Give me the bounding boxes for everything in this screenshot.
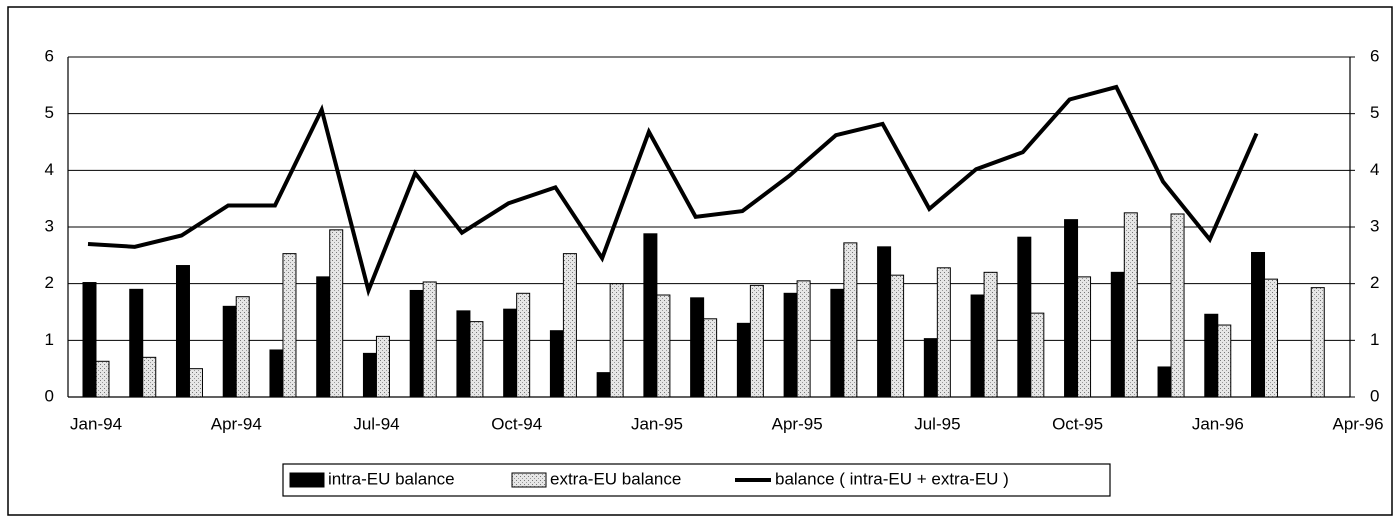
y-tick-label: 2: [45, 273, 54, 292]
bar: [1251, 252, 1266, 398]
bar: [222, 305, 237, 398]
y-tick-label: 6: [45, 46, 54, 65]
bar: [188, 368, 203, 398]
x-tick-label: Jul-94: [353, 414, 399, 433]
bar: [983, 271, 998, 398]
y2-tick-label: 6: [1370, 46, 1379, 65]
bar: [282, 253, 297, 398]
bar: [269, 349, 284, 398]
bar: [609, 283, 624, 398]
y2-tick-label: 1: [1370, 330, 1379, 349]
bar: [1110, 271, 1125, 398]
bar: [890, 274, 905, 398]
legend: [282, 463, 1111, 497]
x-tick-label: Jan-94: [70, 414, 122, 433]
bar: [1030, 312, 1045, 398]
y2-tick-label: 4: [1370, 160, 1379, 179]
x-tick-label: Jul-95: [914, 414, 960, 433]
legend-box: [282, 463, 1111, 497]
y2-tick-label: 0: [1370, 386, 1379, 405]
y2-tick-label: 5: [1370, 103, 1379, 122]
bar: [596, 372, 611, 398]
bar: [1170, 213, 1185, 398]
bar: [1157, 366, 1172, 398]
x-tick-label: Apr-94: [211, 414, 262, 433]
bar: [830, 288, 845, 398]
bar: [783, 292, 798, 398]
bar: [1204, 313, 1219, 398]
bar: [749, 284, 764, 398]
x-tick-label: Oct-94: [491, 414, 542, 433]
y-tick-label: 5: [45, 103, 54, 122]
bar: [235, 296, 250, 398]
bar: [456, 310, 471, 398]
legend-label: balance ( intra-EU + extra-EU ): [775, 469, 1009, 488]
bar: [703, 318, 718, 398]
bar: [316, 276, 331, 398]
bar: [736, 322, 751, 398]
x-tick-label: Jan-95: [631, 414, 683, 433]
legend-swatch: [511, 472, 547, 488]
bar: [643, 233, 658, 398]
bar: [422, 281, 437, 398]
y2-tick-label: 3: [1370, 216, 1379, 235]
y-tick-label: 4: [45, 160, 54, 179]
bar: [656, 294, 671, 398]
bar: [82, 282, 97, 398]
line: [87, 84, 1259, 297]
bar: [796, 280, 811, 398]
bar: [877, 246, 892, 398]
x-tick-label: Apr-96: [1333, 414, 1384, 433]
bar: [129, 288, 144, 398]
bar: [503, 308, 518, 398]
bar: [1064, 219, 1079, 398]
bar: [362, 352, 377, 398]
bar: [469, 321, 484, 398]
y-tick-label: 3: [45, 216, 54, 235]
bar: [549, 330, 564, 398]
bar: [690, 297, 705, 398]
x-tick-label: Apr-95: [772, 414, 823, 433]
frame: [7, 6, 1393, 516]
bar: [142, 356, 157, 398]
legend-label: intra-EU balance: [328, 469, 455, 488]
bar: [562, 253, 577, 398]
bar: [175, 265, 190, 398]
bar: [409, 289, 424, 398]
legend-swatch: [289, 472, 325, 488]
x-tick-label: Oct-95: [1052, 414, 1103, 433]
bar: [329, 229, 344, 398]
y-tick-label: 1: [45, 330, 54, 349]
bar: [843, 242, 858, 398]
bar: [1077, 276, 1092, 398]
bar: [1217, 324, 1232, 398]
bar: [1264, 278, 1279, 398]
y-tick-label: 0: [45, 386, 54, 405]
bar: [970, 294, 985, 398]
bar: [1310, 287, 1325, 398]
bar: [936, 267, 951, 398]
bar: [375, 335, 390, 398]
y2-tick-label: 2: [1370, 273, 1379, 292]
bar: [1017, 236, 1032, 398]
bar: [923, 338, 938, 398]
bar: [95, 360, 110, 398]
bar: [1123, 212, 1138, 398]
x-tick-label: Jan-96: [1192, 414, 1244, 433]
bar: [516, 292, 531, 398]
legend-label: extra-EU balance: [550, 469, 681, 488]
